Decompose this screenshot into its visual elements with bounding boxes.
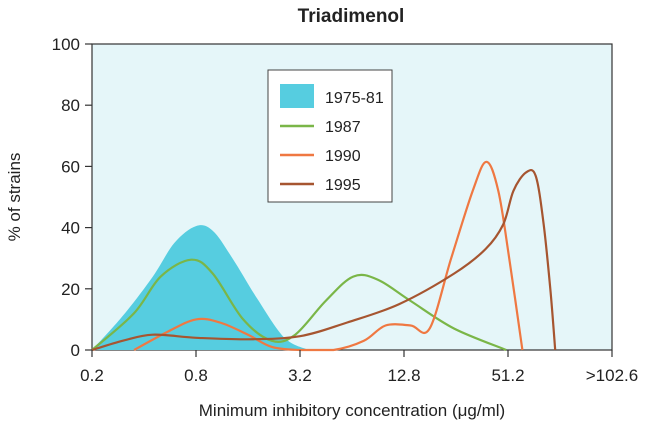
x-tick-label-2: 3.2 [288,366,312,385]
chart-title: Triadimenol [298,6,405,27]
y-tick-label-80: 80 [61,96,80,115]
series-1995-line [91,168,557,352]
y-tick-label-0: 0 [71,341,80,360]
series-1990-line [133,160,524,352]
y-tick-label-40: 40 [61,219,80,238]
legend-label-1990: 1990 [325,148,361,165]
y-tick-label-60: 60 [61,157,80,176]
legend: 1975-81 1987 1990 1995 [267,69,393,203]
series-layer [91,160,557,352]
legend-label-1975-81: 1975-81 [325,90,384,107]
series-1975-81-area [92,225,309,350]
x-tick-label-4: 51.2 [491,366,524,385]
x-tick-label-3: 12.8 [387,366,420,385]
legend-swatch-1975-81 [280,84,314,108]
axis-layer: 0 20 40 60 80 100 0.2 0.8 3.2 12.8 51.2 >102.6 [52,35,639,385]
x-tick-label-0: 0.2 [80,366,104,385]
x-tick-label-5: >102.6 [586,366,638,385]
x-tick-label-1: 0.8 [184,366,208,385]
x-axis-label: Minimum inhibitory concentration (μg/ml) [199,401,505,420]
y-tick-label-100: 100 [52,35,80,54]
legend-label-1987: 1987 [325,119,361,136]
legend-label-1995: 1995 [325,177,361,194]
y-tick-label-20: 20 [61,280,80,299]
y-axis-label: % of strains [5,153,24,242]
